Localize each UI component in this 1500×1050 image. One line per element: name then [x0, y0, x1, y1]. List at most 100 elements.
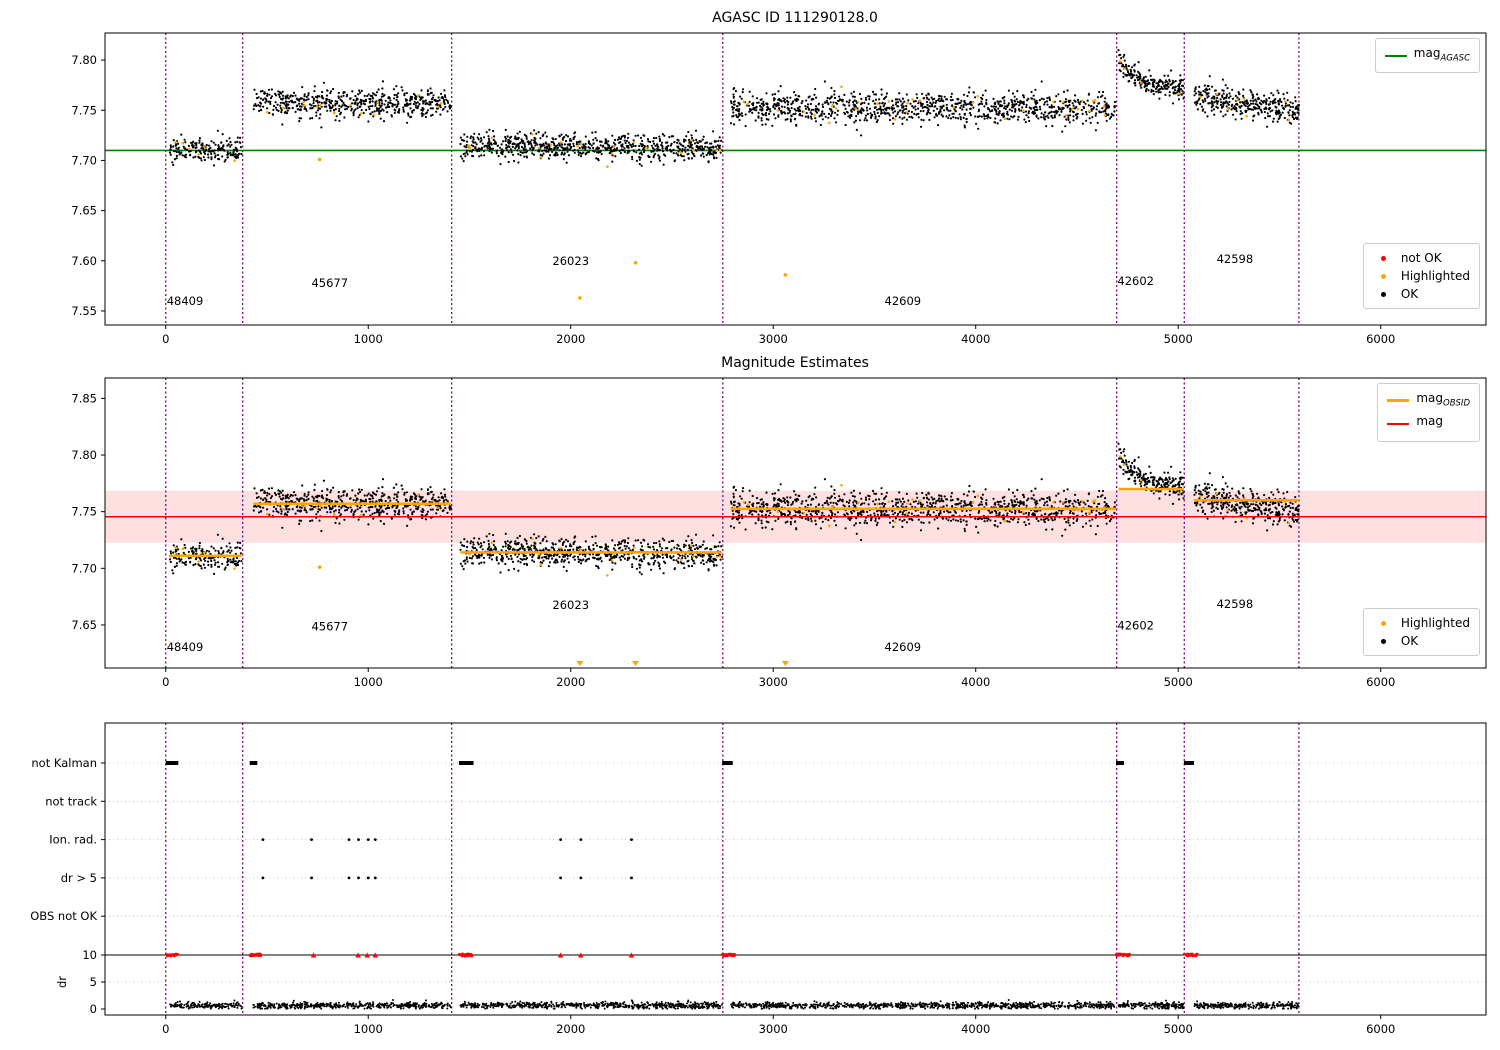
flags-plot [105, 723, 1486, 1015]
dr-gt5-point [559, 876, 563, 880]
svg-text:42598: 42598 [1217, 252, 1254, 266]
ok-points [168, 49, 1301, 167]
svg-text:0: 0 [162, 332, 169, 346]
legend-middle-markers: Highlighted OK [1362, 608, 1480, 656]
svg-text:7.60: 7.60 [71, 254, 97, 268]
svg-text:45677: 45677 [311, 620, 348, 634]
legend-item-mag-obsid: magOBSID [1387, 389, 1470, 412]
middle-plot-frame [104, 377, 1487, 669]
svg-text:Ion. rad.: Ion. rad. [49, 833, 97, 847]
ok-marker-icon [1380, 638, 1386, 644]
svg-text:48409: 48409 [167, 294, 204, 308]
mag-agasc-line-swatch [1384, 54, 1407, 57]
clipped-outlier-marker [781, 661, 789, 666]
middle-plot-title: Magnitude Estimates [721, 355, 869, 371]
svg-text:42609: 42609 [885, 294, 922, 308]
legend-mag-agasc: magAGASC [1374, 38, 1480, 74]
legend-item-not-ok: not OK [1373, 249, 1470, 267]
svg-text:42598: 42598 [1217, 597, 1254, 611]
dr-gt5-point [579, 876, 583, 880]
top-plot-frame [104, 32, 1487, 326]
svg-text:0: 0 [90, 1002, 97, 1016]
svg-text:7.75: 7.75 [71, 103, 97, 117]
dr-not-ok-single-marker [628, 952, 635, 958]
svg-text:7.75: 7.75 [71, 505, 97, 519]
svg-text:3000: 3000 [759, 332, 788, 346]
not-kalman-mark [165, 761, 179, 765]
dr-axis-label: dr [55, 976, 69, 988]
highlighted-outlier-point [783, 273, 788, 277]
dr-not-ok-points [165, 952, 1199, 958]
svg-text:7.55: 7.55 [71, 304, 97, 318]
ion-rad-point [347, 838, 351, 841]
svg-text:1000: 1000 [354, 332, 383, 346]
highlighted-marker-icon [1380, 620, 1386, 626]
svg-text:0: 0 [162, 675, 169, 689]
ion-rad-point [366, 838, 370, 841]
svg-text:2000: 2000 [556, 332, 585, 346]
svg-text:7.80: 7.80 [71, 53, 97, 67]
legend-item-ok-2: OK [1373, 632, 1470, 650]
dr-not-ok-single-marker [310, 952, 317, 958]
svg-text:4000: 4000 [961, 1022, 990, 1036]
flags-y-axis: not Kalman not track Ion. rad. dr > 5 OBS no… [30, 756, 105, 1016]
legend-label-mag-agasc: magAGASC [1413, 46, 1470, 64]
legend-label-not-ok: not OK [1400, 251, 1442, 265]
svg-text:1000: 1000 [354, 675, 383, 689]
legend-label-ok-2: OK [1400, 634, 1419, 648]
ion-rad-point [630, 838, 633, 841]
highlighted-marker-icon [1380, 273, 1386, 279]
legend-label-highlighted: Highlighted [1400, 269, 1470, 283]
mag-obsid-line-swatch [1387, 399, 1410, 403]
svg-text:5000: 5000 [1164, 1022, 1193, 1036]
middle-y-axis: 7.65 7.70 7.75 7.80 7.85 [71, 391, 105, 632]
svg-text:5: 5 [90, 975, 97, 989]
dr-gt5-point [310, 876, 313, 880]
svg-text:48409: 48409 [167, 640, 204, 654]
svg-text:7.80: 7.80 [71, 448, 97, 462]
svg-text:42609: 42609 [885, 640, 922, 654]
flags-plot-frame [104, 722, 1487, 1016]
svg-text:not track: not track [45, 794, 97, 808]
svg-text:5000: 5000 [1164, 332, 1193, 346]
svg-text:3000: 3000 [759, 1022, 788, 1036]
highlighted-outlier-point [317, 565, 322, 569]
legend-mag-obsid: magOBSID mag [1377, 383, 1480, 442]
mag-line-swatch [1387, 423, 1410, 426]
legend-label-mag: mag [1416, 414, 1444, 429]
svg-text:3000: 3000 [759, 675, 788, 689]
ion-rad-point [261, 838, 265, 841]
svg-text:42602: 42602 [1117, 274, 1154, 288]
svg-text:6000: 6000 [1366, 1022, 1395, 1036]
svg-text:7.65: 7.65 [71, 204, 97, 218]
svg-text:not Kalman: not Kalman [31, 756, 97, 770]
legend-top-markers: not OK Highlighted OK [1362, 243, 1480, 309]
svg-text:2000: 2000 [556, 675, 585, 689]
highlighted-points [174, 60, 1291, 168]
not-kalman-mark [249, 761, 258, 765]
top-x-axis: 0 1000 2000 3000 4000 5000 6000 [162, 325, 1395, 346]
not-kalman-mark [458, 761, 474, 765]
svg-text:6000: 6000 [1366, 332, 1395, 346]
legend-item-ok: OK [1373, 285, 1470, 303]
svg-text:7.70: 7.70 [71, 561, 97, 575]
svg-text:5000: 5000 [1164, 675, 1193, 689]
dr-not-ok-single-marker [355, 952, 361, 958]
svg-text:7.65: 7.65 [71, 618, 97, 632]
dr-not-ok-single-marker [372, 952, 379, 958]
middle-plot-annotations: 48409 45677 26023 42609 42602 42598 [167, 597, 1254, 654]
clipped-outlier-marker [576, 661, 584, 666]
legend-label-highlighted-2: Highlighted [1400, 616, 1470, 630]
legend-label-mag-obsid: magOBSID [1416, 391, 1470, 409]
svg-text:1000: 1000 [354, 1022, 383, 1036]
ion-rad-point [559, 838, 563, 841]
svg-text:10: 10 [82, 948, 97, 962]
highlighted-outlier-point [578, 296, 582, 300]
dr-gt5-point [261, 876, 265, 880]
not-kalman-mark [722, 761, 733, 765]
legend-item-highlighted: Highlighted [1373, 267, 1470, 285]
ok-marker-icon [1380, 291, 1386, 297]
ion-rad-point [579, 838, 583, 841]
not-kalman-mark [1183, 761, 1195, 765]
